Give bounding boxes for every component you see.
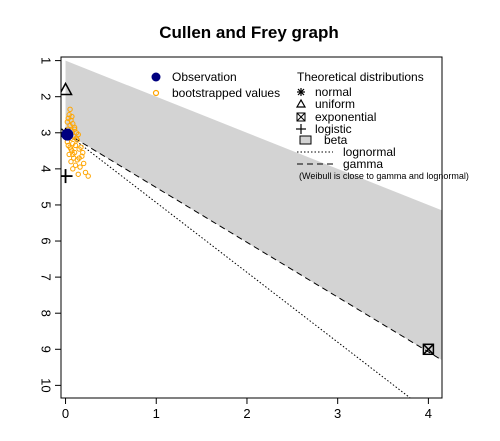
bootstrap-point	[72, 142, 79, 149]
legend-observation-label: Observation	[172, 70, 237, 84]
legend-left: Observation bootstrapped values	[151, 70, 280, 100]
x-tick-label: 4	[425, 406, 432, 421]
y-tick-label: 9	[39, 346, 54, 353]
y-tick-label: 4	[39, 165, 54, 172]
y-tick-label: 7	[39, 273, 54, 280]
legend-weibull-note: (Weibull is close to gamma and lognormal…	[299, 171, 469, 181]
bootstrap-point	[70, 151, 76, 158]
y-tick-label: 1	[39, 57, 54, 64]
bootstrap-point	[82, 169, 89, 176]
legend-logistic-label: logistic	[315, 122, 352, 136]
bootstrap-point	[68, 158, 74, 165]
legend-uniform-label: uniform	[315, 97, 355, 111]
bootstrap-point	[67, 106, 73, 113]
bootstrap-point	[64, 119, 71, 125]
legend-bootstrapped-label: bootstrapped values	[172, 86, 280, 100]
bootstrap-point	[71, 126, 78, 132]
bootstrap-point	[85, 173, 91, 179]
bootstrapped-legend-marker	[152, 89, 160, 97]
bootstrap-point	[80, 149, 86, 156]
bootstrap-point	[75, 171, 81, 177]
bootstrap-point	[65, 142, 71, 149]
bootstrap-point	[70, 166, 76, 172]
bootstrap-point	[66, 151, 72, 158]
y-tick-label: 2	[39, 93, 54, 100]
normal-legend-icon	[297, 88, 305, 96]
exponential-marker	[422, 343, 435, 356]
bootstrap-point	[72, 162, 79, 168]
observation-legend-marker	[151, 72, 161, 82]
bootstrap-point	[78, 144, 84, 150]
legend-normal-label: normal	[315, 85, 352, 99]
legend-beta-label: beta	[324, 133, 348, 147]
bootstrap-point	[80, 160, 87, 167]
uniform-marker	[61, 81, 73, 96]
gamma-line	[65, 132, 442, 361]
observation-point	[61, 128, 74, 141]
legend-lognormal-label: lognormal	[343, 145, 396, 159]
y-axis: 1 2 3 4 5 6 7 8 9 10	[39, 57, 62, 393]
legend-gamma-label: gamma	[343, 157, 383, 171]
bootstrap-point	[68, 146, 74, 152]
y-tick-label: 6	[39, 237, 54, 244]
x-tick-label: 0	[62, 406, 69, 421]
legend-exponential-label: exponential	[315, 110, 376, 124]
legend-right: Theoretical distributions normal uniform…	[295, 70, 469, 181]
y-tick-label: 8	[39, 310, 54, 317]
uniform-legend-icon	[295, 98, 307, 108]
y-tick-label: 5	[39, 201, 54, 208]
x-tick-label: 3	[334, 406, 341, 421]
chart-title: Cullen and Frey graph	[159, 23, 338, 42]
beta-region	[65, 60, 442, 361]
bootstrap-point	[76, 155, 82, 161]
x-axis: 0 1 2 3 4	[62, 397, 432, 421]
exponential-marker-d2	[422, 343, 434, 355]
logistic-marker	[61, 169, 73, 184]
x-tick-label: 2	[243, 406, 250, 421]
exponential-marker-box	[422, 343, 435, 356]
bootstrap-point	[71, 124, 78, 131]
plot-area	[61, 60, 442, 398]
legend-theoretical-header: Theoretical distributions	[297, 70, 424, 84]
y-tick-label: 10	[39, 378, 54, 392]
bootstrap-point	[75, 131, 81, 138]
bootstrap-point	[77, 164, 83, 170]
beta-legend-swatch	[299, 135, 312, 145]
logistic-legend-icon	[296, 124, 306, 134]
x-tick-label: 1	[153, 406, 160, 421]
exponential-legend-icon	[296, 112, 306, 122]
lognormal-line	[65, 132, 411, 398]
y-tick-label: 3	[39, 129, 54, 136]
